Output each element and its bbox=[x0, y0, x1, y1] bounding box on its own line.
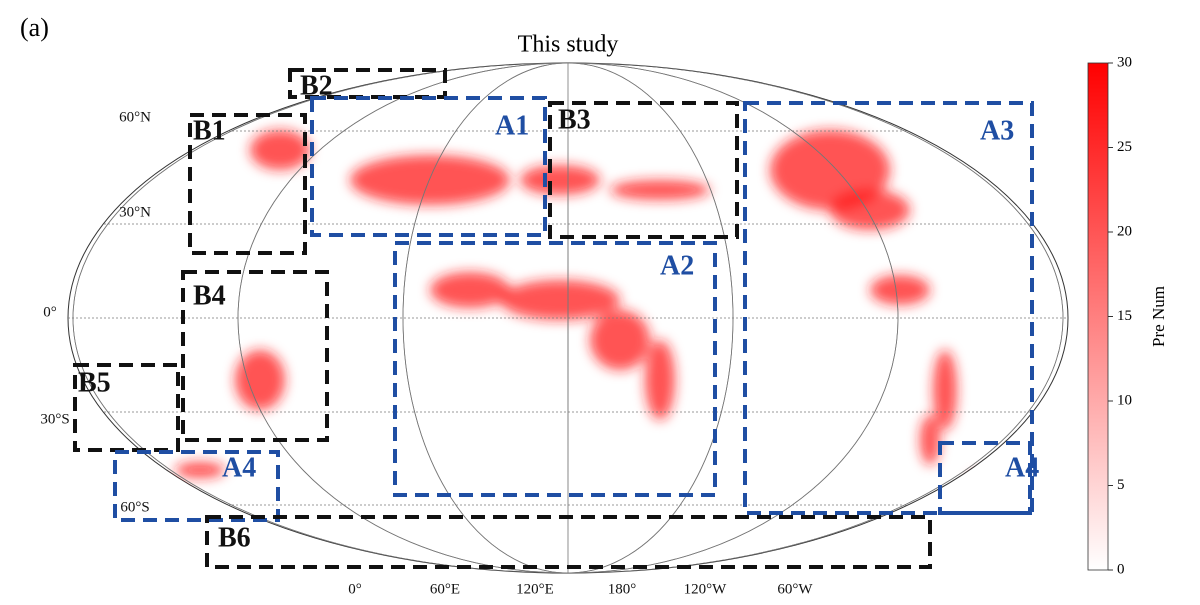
panel-label: (a) bbox=[20, 13, 49, 42]
lon-label: 60°E bbox=[430, 581, 460, 597]
lat-label: 60°S bbox=[120, 499, 149, 515]
title: This study bbox=[518, 32, 619, 58]
region-box bbox=[188, 113, 307, 255]
hotspots bbox=[175, 130, 1010, 488]
region-box bbox=[113, 450, 280, 522]
hotspot bbox=[645, 340, 675, 420]
lat-label: 0° bbox=[43, 304, 57, 320]
region-label: A3 bbox=[980, 115, 1014, 146]
region-label: B1 bbox=[193, 115, 226, 146]
hotspot bbox=[933, 350, 957, 430]
region-box bbox=[743, 101, 1034, 515]
colorbar-scale bbox=[1087, 62, 1109, 571]
region-label: A1 bbox=[495, 110, 529, 141]
region-box bbox=[938, 441, 1032, 515]
meridian bbox=[402, 63, 734, 573]
region-label: B5 bbox=[78, 367, 111, 398]
meridian bbox=[237, 63, 899, 573]
region-box bbox=[288, 68, 447, 99]
lon-label: 0° bbox=[348, 581, 362, 597]
colorbar-tick-label: 30 bbox=[1117, 54, 1132, 70]
region-box bbox=[548, 101, 739, 239]
lon-label: 60°W bbox=[777, 581, 813, 597]
hotspot bbox=[770, 130, 890, 210]
hotspot bbox=[970, 472, 1010, 488]
hotspot bbox=[590, 310, 650, 370]
hotspot bbox=[175, 462, 225, 478]
hotspot bbox=[870, 275, 930, 305]
colorbar-tick-label: 25 bbox=[1117, 139, 1132, 155]
lat-label: 30°N bbox=[119, 204, 151, 220]
region-label: B6 bbox=[218, 522, 251, 553]
colorbar: 0 5 10 15 20 25 30 Pre Num bbox=[1087, 54, 1168, 577]
colorbar-tick-label: 5 bbox=[1117, 477, 1125, 493]
region-box bbox=[310, 96, 547, 237]
region-box bbox=[181, 270, 329, 442]
lon-label: 120°W bbox=[684, 581, 727, 597]
axis-labels: 60°N 30°N 0° 30°S 60°S 0° 60°E 120°E 180° 120°W 60… bbox=[40, 109, 813, 597]
region-label: B4 bbox=[193, 280, 226, 311]
colorbar-tick-label: 10 bbox=[1117, 392, 1132, 408]
region-label: B3 bbox=[558, 104, 591, 135]
meridian bbox=[72, 63, 1064, 573]
hotspot bbox=[430, 272, 510, 308]
region-label: A4 bbox=[222, 452, 256, 483]
hotspot bbox=[920, 415, 940, 465]
hotspot bbox=[250, 130, 310, 170]
colorbar-tick-label: 15 bbox=[1117, 308, 1132, 324]
region-label: A2 bbox=[660, 250, 694, 281]
hotspot bbox=[610, 180, 710, 200]
lat-label: 30°S bbox=[40, 411, 69, 427]
hotspot bbox=[830, 190, 910, 230]
colorbar-tick-label: 0 bbox=[1117, 561, 1125, 577]
colorbar-label: Pre Num bbox=[1149, 286, 1168, 347]
region-box bbox=[205, 515, 932, 569]
lon-label: 120°E bbox=[516, 581, 554, 597]
hotspot bbox=[235, 350, 285, 410]
colorbar-tick-label: 20 bbox=[1117, 223, 1132, 239]
hotspot bbox=[350, 155, 510, 205]
region-box bbox=[73, 363, 180, 452]
lat-label: 60°N bbox=[119, 109, 151, 125]
map bbox=[67, 62, 1069, 574]
hotspot bbox=[520, 165, 600, 195]
lon-label: 180° bbox=[608, 581, 637, 597]
region-box bbox=[393, 241, 717, 497]
region-label: A4 bbox=[1005, 452, 1039, 483]
hotspot bbox=[500, 280, 620, 320]
